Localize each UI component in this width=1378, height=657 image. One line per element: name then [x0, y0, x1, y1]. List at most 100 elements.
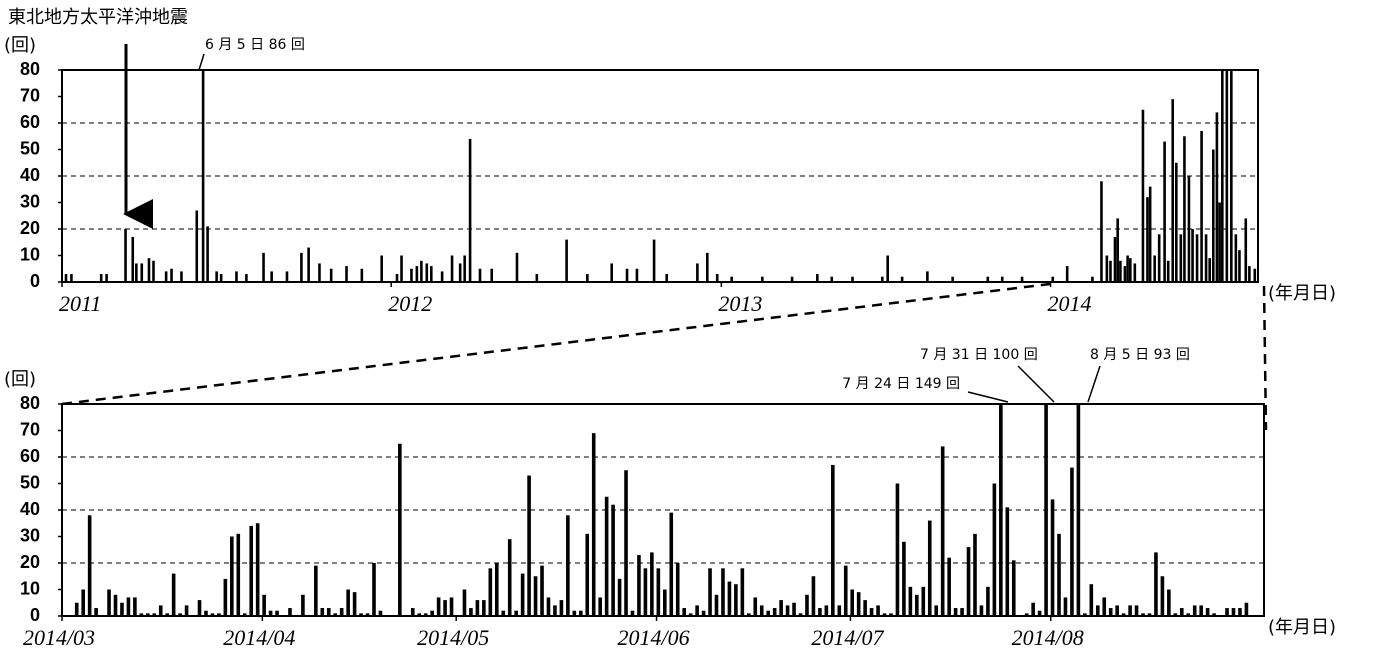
bar	[140, 263, 144, 282]
bar	[236, 533, 241, 616]
bar	[1244, 602, 1249, 616]
bar	[70, 274, 73, 282]
bar	[1154, 552, 1158, 616]
bar	[147, 258, 151, 282]
bar	[908, 586, 913, 616]
bar	[206, 226, 209, 282]
bar	[395, 274, 399, 282]
bar	[761, 276, 764, 282]
bar	[947, 557, 951, 616]
bar	[463, 255, 466, 282]
y-tick-label: 10	[20, 244, 40, 264]
bar	[223, 578, 228, 616]
bar	[696, 263, 699, 282]
bar	[124, 229, 127, 282]
bar	[527, 475, 531, 616]
bar	[1065, 266, 1069, 282]
bar	[430, 266, 433, 282]
bar	[830, 276, 834, 282]
leader-line	[967, 391, 1009, 403]
y-tick-label: 20	[20, 552, 40, 572]
bar	[889, 613, 893, 616]
bar	[1153, 255, 1156, 282]
bar	[288, 608, 292, 616]
bar	[1095, 605, 1100, 616]
bar	[326, 608, 331, 616]
bar	[415, 266, 419, 282]
y-tick-label: 50	[20, 472, 40, 492]
bar	[816, 274, 819, 282]
bar	[131, 236, 135, 282]
bar	[1102, 597, 1107, 616]
bar	[708, 568, 712, 616]
bar	[275, 610, 279, 616]
bar	[1200, 130, 1203, 282]
leader-line	[198, 53, 205, 71]
bar	[215, 271, 218, 282]
bar	[210, 613, 215, 616]
bar	[546, 597, 551, 616]
bar	[1146, 197, 1149, 282]
y-tick-label: 10	[20, 578, 40, 598]
bar	[863, 600, 867, 616]
bar	[1195, 234, 1199, 282]
x-tick-label: 2014	[1048, 291, 1092, 316]
bar	[1225, 608, 1229, 616]
bar	[625, 268, 629, 282]
bar	[1215, 112, 1219, 282]
bar	[107, 589, 111, 616]
y-tick-label: 70	[20, 419, 40, 439]
bar	[195, 210, 199, 282]
bar	[262, 594, 266, 616]
bar	[730, 276, 733, 282]
bar	[598, 597, 602, 616]
bar	[934, 605, 939, 616]
bar	[1230, 70, 1233, 282]
bar	[611, 504, 615, 616]
bar	[235, 271, 238, 282]
bar	[245, 274, 248, 282]
bar	[1024, 613, 1029, 616]
bar	[204, 610, 208, 616]
bar	[170, 268, 173, 282]
bar	[591, 433, 596, 616]
bar	[314, 565, 318, 616]
bar	[146, 613, 150, 616]
bar	[635, 268, 639, 282]
bar	[120, 602, 124, 616]
bar	[566, 515, 570, 616]
bar	[417, 613, 422, 616]
bar	[900, 276, 904, 282]
bar	[706, 252, 709, 282]
bar	[329, 268, 333, 282]
bar	[818, 608, 822, 616]
annotation: 8 月 5 日 93 回	[1090, 347, 1190, 363]
bar	[488, 568, 493, 616]
bar	[1083, 613, 1087, 616]
bar	[1011, 560, 1016, 616]
bar	[345, 266, 348, 282]
bar	[759, 605, 764, 616]
bar	[462, 589, 467, 616]
bar	[1051, 276, 1055, 282]
bar	[1050, 499, 1055, 616]
bar	[869, 608, 874, 616]
bar	[953, 608, 958, 616]
bar	[1186, 613, 1191, 616]
bar	[753, 597, 758, 616]
bar	[604, 496, 609, 616]
bar	[113, 594, 118, 616]
bar	[64, 274, 68, 282]
bar	[74, 602, 79, 616]
bar	[1167, 589, 1171, 616]
bar	[135, 263, 138, 282]
bar	[876, 605, 880, 616]
bar	[1031, 602, 1035, 616]
bar	[490, 268, 494, 282]
bar	[1121, 613, 1126, 616]
bar	[843, 565, 848, 616]
bar	[380, 255, 383, 282]
x-tick-label: 2013	[718, 291, 762, 316]
bar	[624, 470, 628, 616]
